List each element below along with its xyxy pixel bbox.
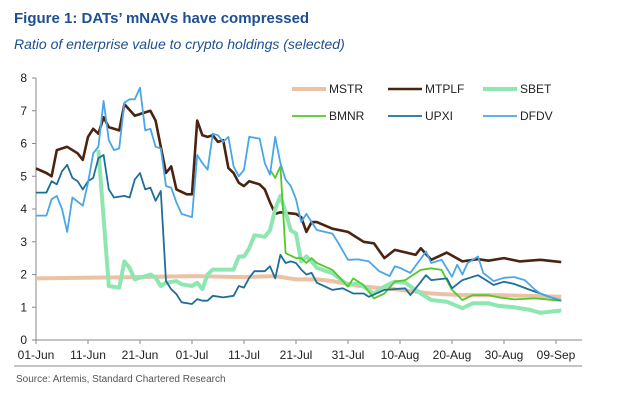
legend-label-sbet: SBET (520, 82, 552, 96)
x-tick-label: 01-Jun (18, 348, 55, 362)
x-tick-label: 20-Aug (433, 348, 472, 362)
legend-label-dfdv: DFDV (520, 109, 553, 123)
source-note: Source: Artemis, Standard Chartered Rese… (16, 374, 226, 385)
x-tick-label: 30-Aug (485, 348, 524, 362)
chart-subtitle: Ratio of enterprise value to crypto hold… (14, 36, 345, 52)
series-line-bmnr (269, 165, 562, 302)
x-tick-label: 01-Jul (176, 348, 209, 362)
series-line-dfdv (36, 86, 562, 301)
x-tick-label: 09-Sep (537, 348, 576, 362)
x-tick-label: 11-Jul (228, 348, 260, 362)
x-tick-label: 11-Jun (70, 348, 106, 362)
legend-label-bmnr: BMNR (329, 109, 365, 123)
x-tick-label: 21-Jul (280, 348, 313, 362)
y-tick-label: 0 (20, 333, 27, 347)
x-tick-label: 10-Aug (381, 348, 420, 362)
y-tick-label: 3 (20, 235, 27, 249)
y-tick-label: 8 (20, 71, 27, 85)
y-tick-label: 5 (20, 169, 27, 183)
y-tick-label: 2 (20, 268, 27, 282)
series-line-upxi (36, 154, 562, 305)
y-tick-label: 7 (20, 104, 27, 118)
x-tick-label: 31-Jul (332, 348, 365, 362)
legend-label-upxi: UPXI (425, 109, 453, 123)
legend-label-mstr: MSTR (329, 82, 363, 96)
y-tick-label: 6 (20, 137, 27, 151)
y-tick-label: 1 (20, 300, 27, 314)
series-line-sbet (96, 149, 562, 315)
chart-title: Figure 1: DATs’ mNAVs have compressed (14, 10, 310, 27)
series-line-mtplf (35, 102, 562, 264)
legend-label-mtplf: MTPLF (425, 82, 464, 96)
y-tick-label: 4 (20, 202, 27, 216)
x-tick-label: 21-Jun (122, 348, 159, 362)
